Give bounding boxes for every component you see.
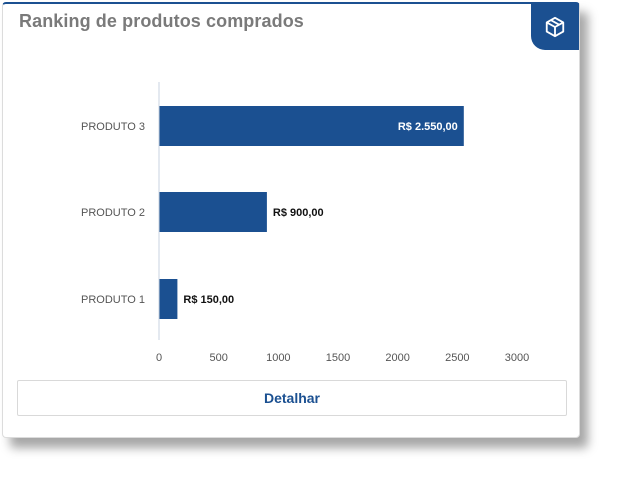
category-label: PRODUTO 2 bbox=[81, 207, 145, 219]
x-tick-label: 0 bbox=[156, 352, 162, 364]
x-tick-label: 2500 bbox=[445, 352, 469, 364]
x-tick-label: 1000 bbox=[266, 352, 290, 364]
bar-produto-3 bbox=[159, 106, 464, 146]
data-label: R$ 900,00 bbox=[273, 207, 324, 219]
x-tick-label: 1500 bbox=[326, 352, 350, 364]
x-tick-label: 2000 bbox=[385, 352, 409, 364]
bar-produto-1 bbox=[159, 279, 178, 319]
card-title: Ranking de produtos comprados bbox=[19, 11, 304, 31]
card-icon-badge bbox=[531, 4, 579, 50]
category-label: PRODUTO 1 bbox=[81, 294, 145, 306]
ranking-card: Ranking de produtos comprados PRODUTO 3 R… bbox=[2, 2, 580, 438]
data-label: R$ 2.550,00 bbox=[398, 121, 458, 133]
detail-button[interactable]: Detalhar bbox=[17, 380, 567, 416]
data-label: R$ 150,00 bbox=[183, 294, 234, 306]
x-tick-label: 3000 bbox=[505, 352, 529, 364]
box-icon bbox=[545, 16, 565, 38]
category-label: PRODUTO 3 bbox=[81, 121, 145, 133]
bar-chart: PRODUTO 3 R$ 2.550,00 PRODUTO 2 R$ 900,00 PR… bbox=[81, 82, 529, 364]
bar-produto-2 bbox=[159, 192, 267, 232]
x-tick-label: 500 bbox=[209, 352, 227, 364]
